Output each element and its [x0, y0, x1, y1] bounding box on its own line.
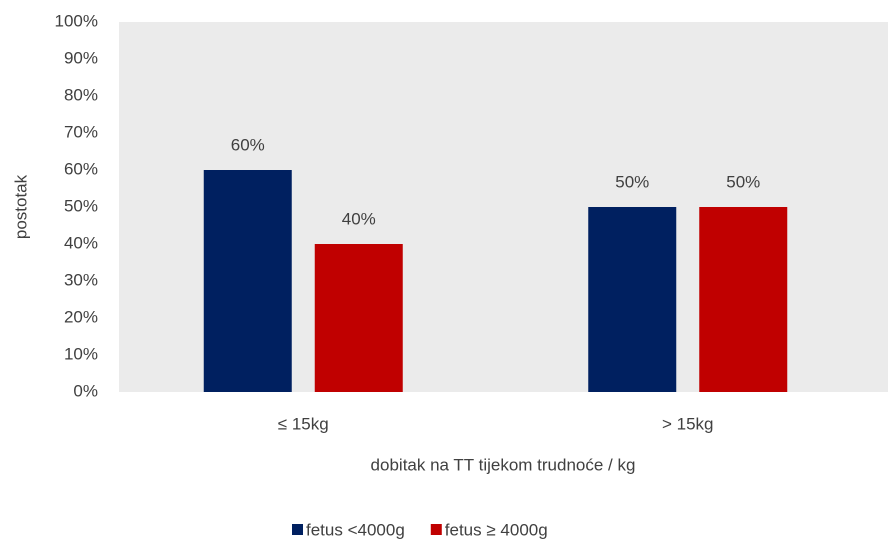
value-label: 50%	[726, 172, 760, 191]
y-tick-label: 70%	[64, 122, 98, 141]
y-tick-label: 100%	[55, 11, 98, 30]
y-tick-label: 40%	[64, 233, 98, 252]
legend-label: fetus ≥ 4000g	[445, 520, 548, 539]
x-axis-label: dobitak na TT tijekom trudnoće / kg	[371, 455, 636, 474]
y-tick-label: 0%	[73, 381, 98, 400]
y-tick-label: 20%	[64, 307, 98, 326]
value-label: 50%	[615, 172, 649, 191]
y-tick-label: 60%	[64, 159, 98, 178]
bar	[203, 170, 292, 392]
x-tick-label: ≤ 15kg	[278, 414, 329, 433]
y-tick-label: 80%	[64, 85, 98, 104]
legend-swatch	[430, 524, 442, 535]
bar	[699, 207, 788, 392]
bar	[314, 244, 403, 392]
y-axis-label: postotak	[11, 174, 30, 239]
bar	[588, 207, 677, 392]
x-tick-label: > 15kg	[662, 414, 714, 433]
legend-label: fetus <4000g	[306, 520, 405, 539]
y-tick-label: 30%	[64, 270, 98, 289]
value-label: 60%	[231, 135, 265, 154]
y-tick-label: 90%	[64, 48, 98, 67]
value-label: 40%	[342, 209, 376, 228]
y-tick-label: 10%	[64, 344, 98, 363]
legend-swatch	[292, 524, 303, 535]
y-tick-label: 50%	[64, 196, 98, 215]
